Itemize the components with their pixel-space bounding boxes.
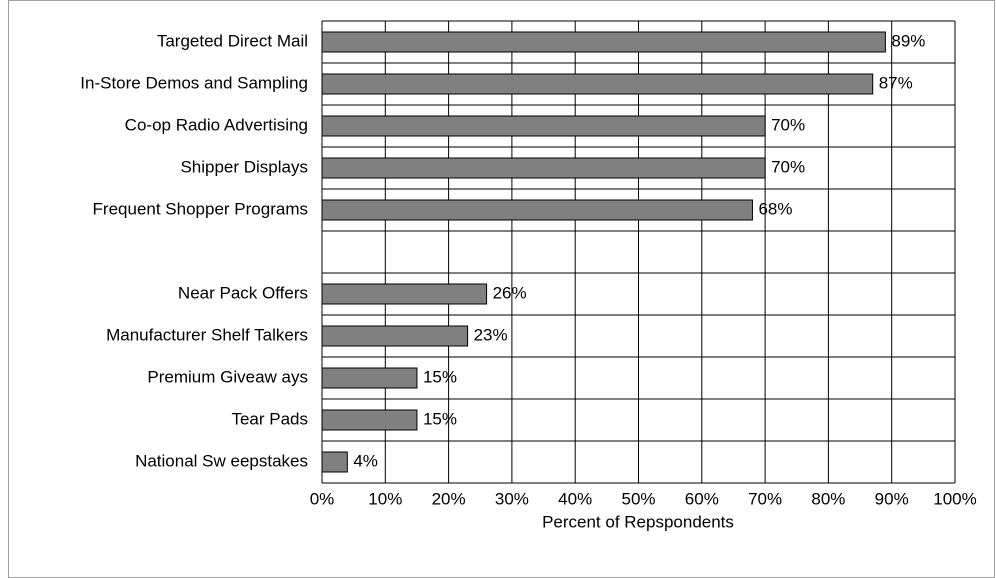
value-label: 23%	[474, 325, 508, 344]
bar	[321, 73, 874, 95]
y-tick-label: Premium Giveaw ays	[147, 367, 308, 386]
x-tick-label: 70%	[748, 489, 782, 508]
y-tick-label: In-Store Demos and Sampling	[80, 73, 308, 92]
value-label: 70%	[771, 157, 805, 176]
value-label: 26%	[493, 283, 527, 302]
bar	[321, 115, 766, 137]
value-label: 70%	[771, 115, 805, 134]
x-tick-label: 50%	[621, 489, 655, 508]
bar	[321, 409, 418, 431]
bar	[321, 157, 766, 179]
x-axis-label: Percent of Repspondents	[542, 512, 734, 531]
y-tick-label: Co-op Radio Advertising	[125, 115, 308, 134]
value-label: 68%	[758, 199, 792, 218]
bar	[321, 451, 348, 473]
value-label: 15%	[423, 367, 457, 386]
x-tick-label: 0%	[310, 489, 335, 508]
value-label: 89%	[891, 31, 925, 50]
y-tick-label: Shipper Displays	[180, 157, 308, 176]
x-tick-label: 40%	[558, 489, 592, 508]
y-tick-label: Frequent Shopper Programs	[93, 199, 308, 218]
x-tick-label: 20%	[432, 489, 466, 508]
x-tick-label: 60%	[685, 489, 719, 508]
bar	[321, 283, 488, 305]
value-label: 87%	[879, 73, 913, 92]
value-label: 4%	[353, 451, 378, 470]
y-tick-label: National Sw eepstakes	[135, 451, 308, 470]
value-label: 15%	[423, 409, 457, 428]
bar	[321, 367, 418, 389]
bar	[321, 199, 753, 221]
bar	[321, 325, 469, 347]
bar	[321, 31, 886, 53]
y-tick-label: Near Pack Offers	[178, 283, 308, 302]
x-tick-label: 100%	[933, 489, 976, 508]
y-tick-label: Targeted Direct Mail	[157, 31, 308, 50]
x-tick-label: 10%	[368, 489, 402, 508]
x-tick-label: 80%	[811, 489, 845, 508]
x-tick-label: 30%	[495, 489, 529, 508]
y-tick-label: Tear Pads	[231, 409, 308, 428]
y-tick-label: Manufacturer Shelf Talkers	[106, 325, 308, 344]
x-tick-label: 90%	[875, 489, 909, 508]
